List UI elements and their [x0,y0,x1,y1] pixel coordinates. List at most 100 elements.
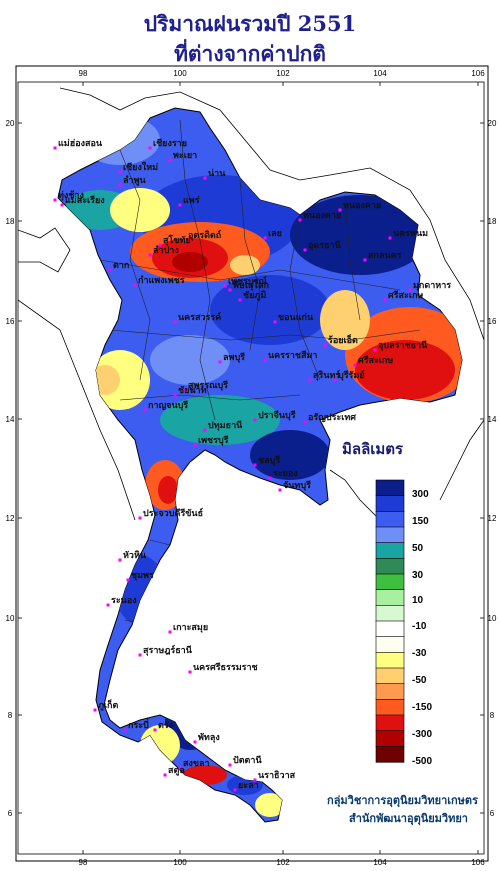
city-marker [93,708,97,712]
credit-line1: กลุ่มวิชาการอุตุนิยมวิทยาเกษตร [327,794,478,808]
city-label: พิษณุโลก [233,279,269,291]
city-marker [178,766,182,770]
city-marker [106,603,110,607]
y-tick-label: 6 [490,809,495,818]
city-marker [273,320,277,324]
x-tick-label: 98 [79,858,88,867]
y-tick-label: 20 [488,119,497,128]
city-marker [238,298,242,302]
city-label: กระบี่ [128,718,149,731]
y-tick-label: 12 [488,514,497,523]
city-label: นครราชสีมา [268,350,317,361]
city-marker [53,146,57,150]
legend-swatch [375,636,405,653]
city-marker [138,516,142,520]
legend-label: 50 [412,543,424,554]
city-label: ระยอง [273,469,298,479]
credit-line2: สำนักพัฒนาอุตุนิยมวิทยา [349,812,468,826]
city-marker [60,203,64,207]
city-label: ร้อยเอ็ด [328,333,358,346]
legend-swatch [375,573,405,591]
city-label: อุบลราชธานี [378,340,428,351]
city-label: หนองคาย [343,201,381,211]
legend-swatch [375,746,405,763]
city-marker [388,236,392,240]
y-tick-label: 14 [6,415,15,424]
legend-label: 30 [412,570,424,581]
city-label: เกาะสมุย [173,623,208,633]
city-marker [163,773,167,777]
legend-swatch [375,558,405,575]
y-tick-label: 16 [488,317,497,326]
city-marker [173,320,177,324]
city-label: ศรีสะเกษ [388,290,423,301]
y-tick-label: 10 [6,614,15,623]
city-marker [298,218,302,222]
city-marker [383,298,387,302]
y-tick-label: 18 [488,217,497,226]
legend-title: มิลลิเมตร [342,440,404,458]
city-label: อุตรดิตถ์ [188,229,221,241]
legend-label: -150 [412,702,432,713]
x-tick-label: 100 [173,69,187,78]
legend-swatch [375,605,405,622]
legend-label: -30 [412,648,427,659]
city-label: ภูเก็ต [98,698,118,711]
legend-swatch [375,495,405,512]
city-marker [158,243,162,247]
city-marker [253,418,257,422]
city-label: อรัญประเทศ [308,412,356,423]
x-tick-label: 106 [471,858,485,867]
city-label: ลำปาง [153,245,179,256]
legend-swatch [375,511,405,528]
legend-swatch [375,589,405,606]
city-marker [308,378,312,382]
y-tick-label: 14 [488,415,497,424]
city-label: พะเยา [173,151,197,161]
y-tick-label: 12 [6,514,15,523]
city-label: มุกดาหาร [413,281,451,291]
city-label: ปทุมธานี [208,420,243,431]
city-label: พัทลุง [198,732,220,743]
city-label: ประจวบคีรีขันธ์ [143,507,203,519]
city-label: นครพนม [393,229,428,239]
city-marker [133,283,137,287]
legend-swatch [375,730,405,747]
city-marker [253,463,257,467]
city-label: เชียงราย [153,138,187,149]
city-marker [168,158,172,162]
city-marker [203,176,207,180]
city-marker [303,420,307,424]
legend-swatch [375,620,405,638]
city-label: ศรีสะเกษ [358,355,393,366]
y-tick-label: 10 [488,614,497,623]
city-label: ชัยนาท [178,385,207,396]
city-label: นครสวรรค์ [178,311,221,323]
x-tick-label: 106 [471,69,485,78]
x-tick-label: 102 [276,858,290,867]
city-marker [193,740,197,744]
city-marker [223,284,227,288]
city-marker [253,778,257,782]
city-marker [233,788,237,792]
legend-label: 300 [412,489,429,500]
x-tick-label: 98 [79,69,88,78]
city-label: อุดรธานี [308,240,342,251]
map-subtitle: ที่ต่างจากค่าปกติ [174,41,326,66]
legend-label: -500 [412,756,432,767]
legend-labels: 300 150 50 30 10 -10 -30 -50 -150 -300 -500 [412,489,432,767]
city-marker [126,578,130,582]
city-marker [178,203,182,207]
city-marker [268,476,272,480]
map-border [15,65,489,862]
legend-swatch [375,699,405,716]
legend-label: -50 [412,675,427,686]
city-marker [333,378,337,382]
city-marker [183,238,187,242]
city-label: เพชรบุรี [198,435,229,446]
city-label: ตรัง [158,720,173,731]
city-marker [168,630,172,634]
map-title: ปริมาณฝนรวมปี 2551 [143,11,357,36]
city-label: ปัตตานี [233,755,262,766]
